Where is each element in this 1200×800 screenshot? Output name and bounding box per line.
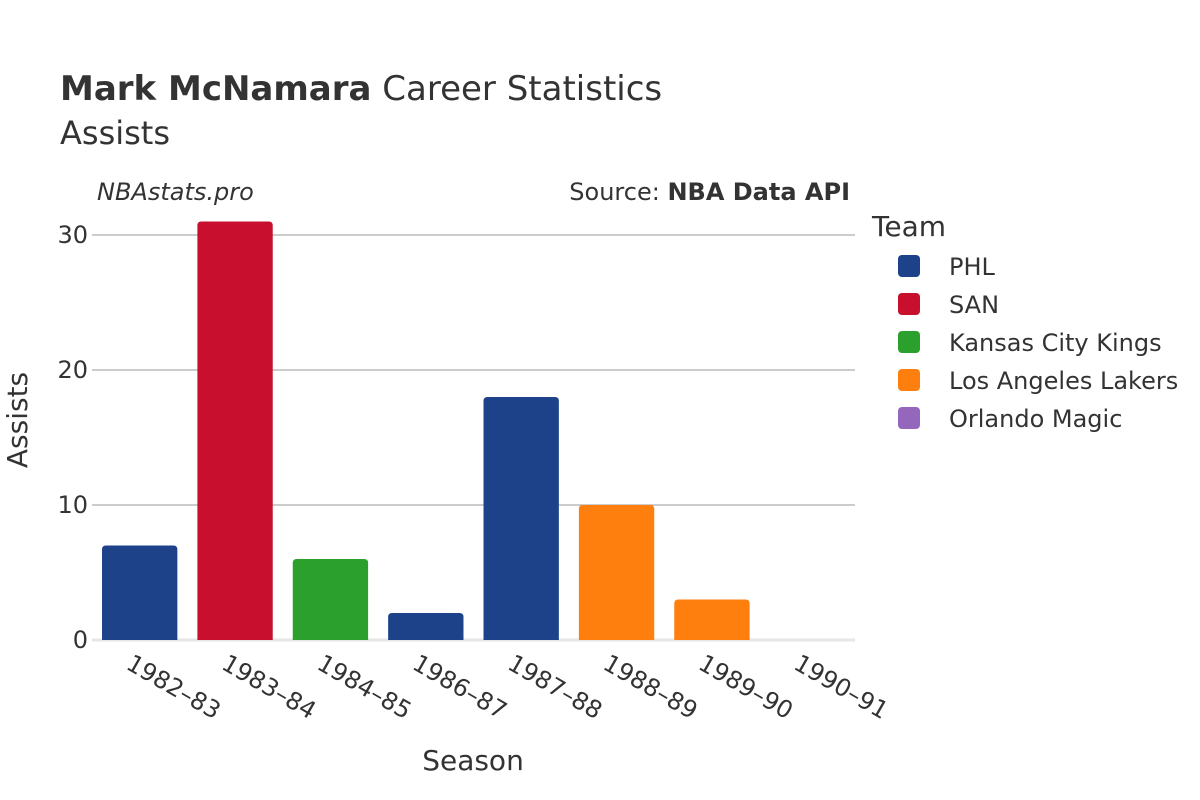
bar[interactable] xyxy=(102,545,178,641)
x-tick-label: 1990–91 xyxy=(789,649,893,725)
title-suffix: Career Statistics xyxy=(371,69,662,109)
x-axis-title: Season xyxy=(422,744,524,777)
chart-title: Mark McNamara Career Statistics xyxy=(60,69,662,109)
legend-swatch xyxy=(898,293,920,315)
site-credit: NBAstats.pro xyxy=(97,178,254,206)
legend-item[interactable]: Los Angeles Lakers xyxy=(898,367,1178,395)
x-tick-label: 1988–89 xyxy=(599,649,703,725)
x-tick-label: 1982–83 xyxy=(122,649,226,725)
y-tick-label: 30 xyxy=(57,221,88,249)
x-tick-label: 1989–90 xyxy=(694,649,798,725)
legend-label: Kansas City Kings xyxy=(949,329,1162,357)
y-axis-title: Assists xyxy=(1,372,34,468)
bars-layer xyxy=(102,221,750,641)
legend-item[interactable]: PHL xyxy=(898,253,996,281)
chart-subtitle: Assists xyxy=(60,114,170,152)
x-tick-labels: 1982–831983–841984–851986–871987–881988–… xyxy=(122,649,893,725)
player-name: Mark McNamara xyxy=(60,69,371,109)
bar[interactable] xyxy=(388,613,464,640)
x-tick-label: 1987–88 xyxy=(503,649,607,725)
legend-swatch xyxy=(898,255,920,277)
bar[interactable] xyxy=(578,505,655,640)
bar[interactable] xyxy=(292,559,369,640)
legend-swatch xyxy=(898,369,920,391)
y-tick-label: 10 xyxy=(57,491,88,519)
source-name: NBA Data API xyxy=(667,178,850,206)
y-tick-label: 20 xyxy=(57,356,88,384)
x-tick-label: 1984–85 xyxy=(312,649,416,725)
legend-item[interactable]: Orlando Magic xyxy=(898,405,1122,433)
legend-label: PHL xyxy=(949,253,996,281)
legend: PHL SAN Kansas City Kings Los Angeles Laker… xyxy=(898,253,1178,433)
legend-swatch xyxy=(898,331,920,353)
bar[interactable] xyxy=(197,221,273,641)
y-tick-labels: 0 10 20 30 xyxy=(57,221,88,654)
x-tick-label: 1986–87 xyxy=(408,649,512,725)
x-tick-label: 1983–84 xyxy=(217,649,321,725)
legend-label: SAN xyxy=(949,291,999,319)
y-tick-label: 0 xyxy=(73,626,88,654)
bar[interactable] xyxy=(483,397,559,640)
source-credit: Source: NBA Data API xyxy=(569,178,850,206)
legend-item[interactable]: SAN xyxy=(898,291,999,319)
legend-label: Los Angeles Lakers xyxy=(949,367,1178,395)
legend-label: Orlando Magic xyxy=(949,405,1122,433)
source-label: Source: xyxy=(569,178,667,206)
legend-item[interactable]: Kansas City Kings xyxy=(898,329,1162,357)
legend-swatch xyxy=(898,407,920,429)
bar[interactable] xyxy=(674,599,750,641)
legend-title: Team xyxy=(871,210,946,243)
